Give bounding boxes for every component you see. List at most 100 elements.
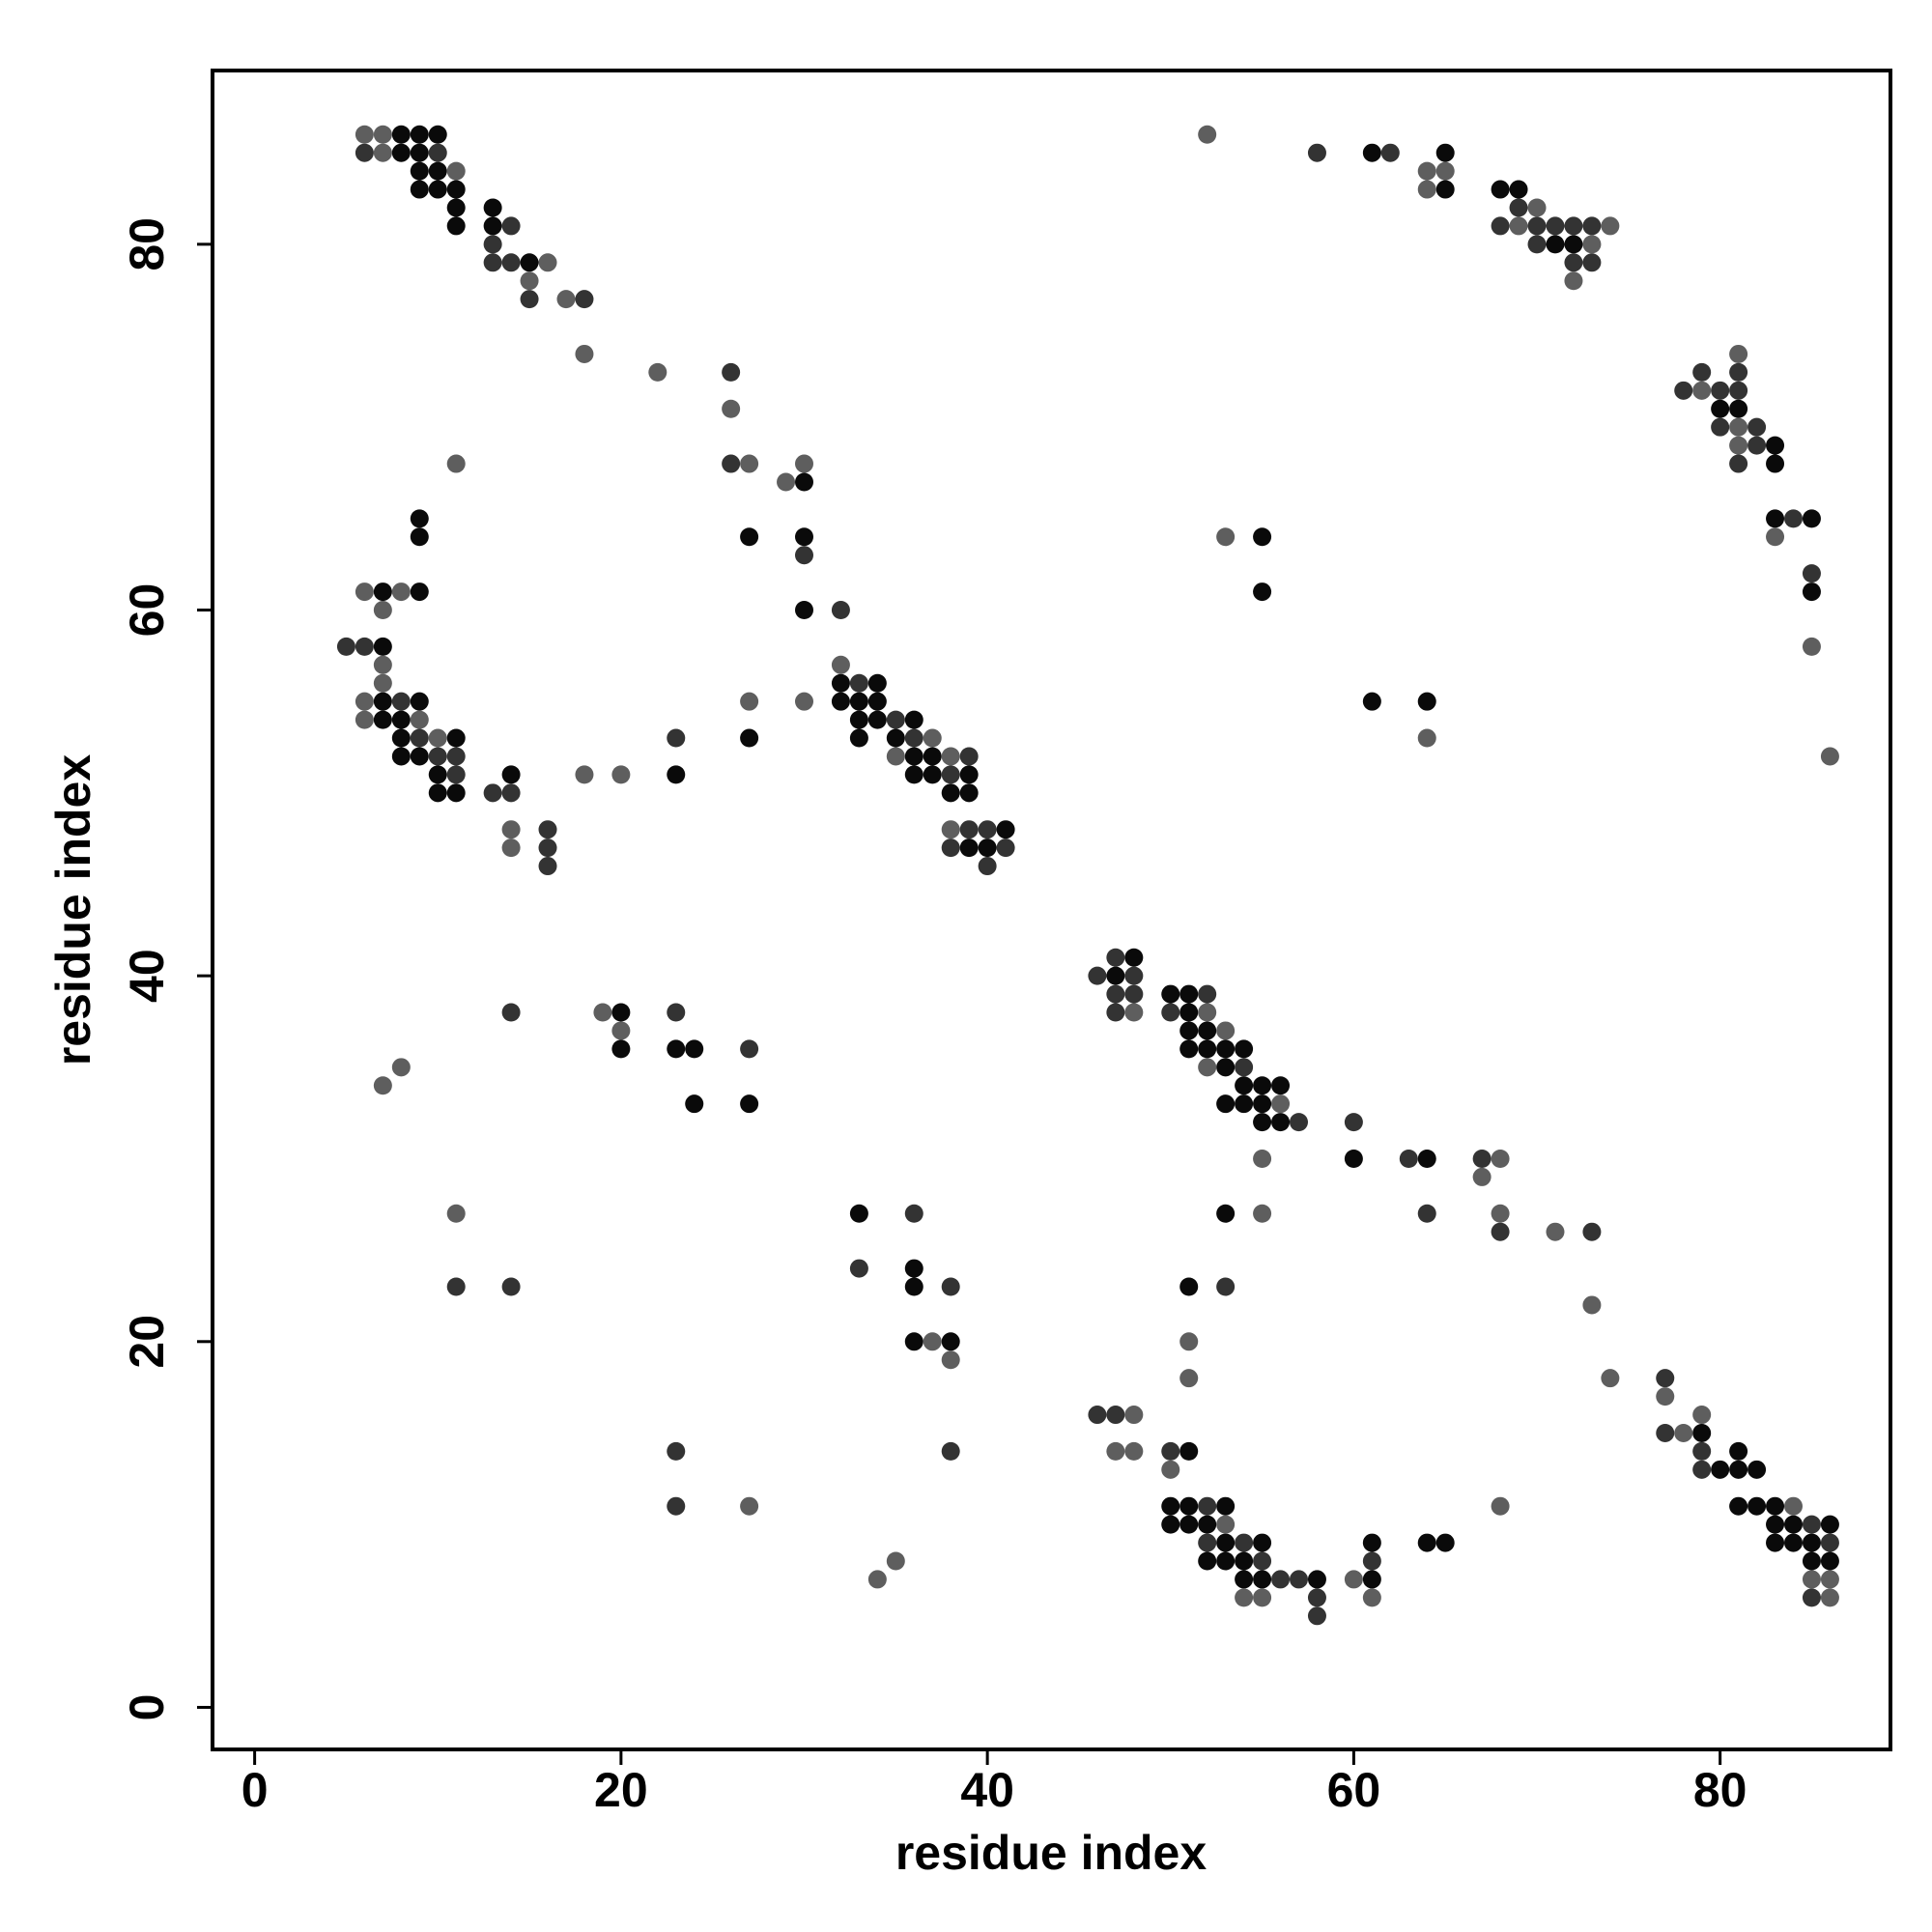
contact-point xyxy=(1820,747,1839,766)
contact-point xyxy=(483,235,502,254)
contact-point xyxy=(373,710,392,729)
contact-point xyxy=(410,728,429,748)
contact-point xyxy=(446,1204,466,1223)
contact-point xyxy=(959,765,979,784)
contact-point xyxy=(1271,1094,1291,1114)
contact-point xyxy=(996,838,1015,858)
contact-point xyxy=(1124,1406,1144,1425)
contact-point xyxy=(941,838,960,858)
contact-point xyxy=(1106,1441,1125,1461)
contact-point xyxy=(1362,1570,1381,1589)
contact-point xyxy=(1417,1149,1436,1168)
contact-point xyxy=(501,765,521,784)
contact-point xyxy=(959,783,979,803)
contact-point xyxy=(849,728,868,748)
contact-point xyxy=(1601,216,1620,236)
contact-point xyxy=(1161,1003,1180,1022)
contact-point xyxy=(391,125,411,144)
contact-point xyxy=(1417,1533,1436,1552)
contact-point xyxy=(336,637,355,656)
contact-point xyxy=(1362,1533,1381,1552)
contact-point xyxy=(1235,1533,1254,1552)
contact-point xyxy=(941,783,960,803)
contact-point xyxy=(410,710,429,729)
contact-point xyxy=(740,1496,759,1516)
contact-point xyxy=(1783,1533,1803,1552)
contact-point xyxy=(740,692,759,711)
contact-point xyxy=(1692,1441,1712,1461)
contact-point xyxy=(428,161,447,181)
contact-point xyxy=(391,143,411,162)
contact-point xyxy=(428,125,447,144)
contact-point xyxy=(1216,1496,1236,1516)
contact-point xyxy=(886,1551,905,1571)
contact-point xyxy=(1527,198,1547,217)
contact-point xyxy=(410,180,429,199)
contact-point xyxy=(685,1094,704,1114)
contact-point xyxy=(740,527,759,547)
contact-point xyxy=(1802,582,1821,602)
contact-point xyxy=(1253,1149,1272,1168)
contact-point xyxy=(593,1003,612,1022)
contact-point xyxy=(410,161,429,181)
y-tick-label: 80 xyxy=(120,217,174,271)
y-tick-label: 60 xyxy=(120,583,174,638)
contact-point xyxy=(1253,582,1272,602)
contact-point xyxy=(849,1204,868,1223)
contact-point xyxy=(904,1204,923,1223)
contact-point xyxy=(1253,527,1272,547)
contact-point xyxy=(1124,966,1144,985)
contact-point xyxy=(1179,1369,1199,1388)
contact-point xyxy=(611,1039,631,1059)
contact-point xyxy=(373,673,392,693)
contact-point xyxy=(556,290,576,309)
contact-point xyxy=(1564,235,1583,254)
contact-point xyxy=(1472,1149,1492,1168)
contact-point xyxy=(1088,966,1107,985)
contact-point xyxy=(740,1094,759,1114)
contact-point xyxy=(611,765,631,784)
contact-point xyxy=(1820,1515,1839,1534)
contact-point xyxy=(1766,436,1785,455)
contact-point xyxy=(410,692,429,711)
contact-point xyxy=(831,601,850,620)
contact-point xyxy=(1747,436,1767,455)
contact-point xyxy=(391,710,411,729)
contact-point xyxy=(1198,984,1217,1004)
contact-point xyxy=(428,765,447,784)
contact-point xyxy=(1729,381,1748,400)
contact-point xyxy=(1435,143,1455,162)
x-tick-label: 60 xyxy=(1327,1763,1381,1817)
contact-point xyxy=(1582,253,1602,272)
contact-point xyxy=(501,253,521,272)
contact-point xyxy=(1491,1496,1510,1516)
contact-point xyxy=(1216,1277,1236,1296)
contact-point xyxy=(428,728,447,748)
contact-point xyxy=(1088,1406,1107,1425)
contact-point xyxy=(1435,161,1455,181)
contact-point xyxy=(1417,1204,1436,1223)
contact-point xyxy=(1161,1515,1180,1534)
contact-point xyxy=(1546,216,1565,236)
contact-point xyxy=(1582,1295,1602,1315)
contact-point xyxy=(1380,143,1400,162)
contact-point xyxy=(538,820,557,839)
contact-point xyxy=(1692,381,1712,400)
x-tick-label: 20 xyxy=(594,1763,648,1817)
contact-point xyxy=(1711,399,1730,418)
contact-point xyxy=(410,527,429,547)
contact-point xyxy=(1766,527,1785,547)
contact-point xyxy=(1253,1570,1272,1589)
contact-point xyxy=(849,673,868,693)
contact-point xyxy=(904,1332,923,1351)
contact-point xyxy=(410,125,429,144)
contact-point xyxy=(1582,1222,1602,1241)
contact-point xyxy=(1289,1113,1308,1132)
contact-point xyxy=(373,143,392,162)
contact-point xyxy=(373,637,392,656)
contact-point xyxy=(1491,180,1510,199)
contact-point xyxy=(1235,1076,1254,1095)
contact-point xyxy=(941,1350,960,1370)
contact-point xyxy=(722,399,741,418)
